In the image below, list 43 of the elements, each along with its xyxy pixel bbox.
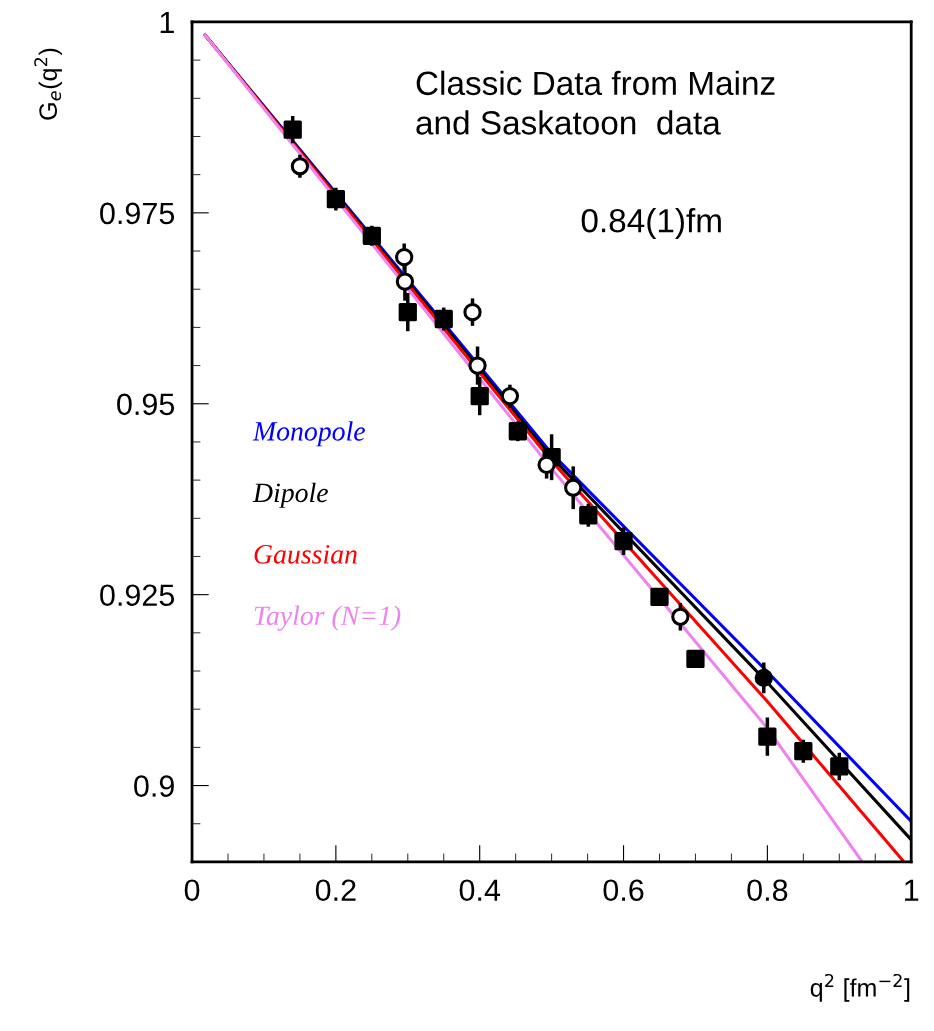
point	[686, 649, 705, 668]
point	[579, 506, 598, 525]
text: Taylor (N=1)	[254, 605, 401, 631]
point	[754, 668, 773, 688]
x-tick-label: 0.4	[459, 879, 501, 902]
point	[395, 272, 415, 291]
x-tick-label: 0.8	[747, 879, 788, 902]
x-axis-title: q$^{2}$ [fm$^{−2}$]	[810, 973, 910, 1002]
text: Gaussian	[254, 545, 357, 564]
point	[671, 607, 690, 626]
annotation: 0.84(1)fm	[581, 208, 721, 240]
y-tick-label: 0.9	[134, 775, 174, 797]
y-tick-label: 0.95	[117, 393, 175, 416]
point	[758, 727, 777, 746]
y-tick-label: 0.975	[100, 202, 175, 225]
annotation: Classic Data from Mainz and Saskatoon data	[416, 70, 775, 135]
point	[500, 386, 520, 406]
point	[470, 386, 489, 406]
y-axis-title: G$_{e}$(q$^{2}$)	[34, 48, 62, 120]
point	[434, 309, 453, 329]
point	[468, 356, 487, 375]
point	[362, 226, 381, 245]
point	[508, 422, 527, 441]
point	[650, 587, 669, 607]
y-tick-label: 0.925	[100, 584, 175, 607]
x-tick-label: 0	[184, 879, 200, 902]
point	[794, 742, 813, 761]
x-tick-label: 0.2	[315, 879, 356, 902]
point	[395, 248, 414, 267]
point	[398, 302, 417, 322]
y-tick-label: 1	[160, 12, 174, 34]
point	[283, 120, 302, 139]
text: Dipole	[252, 482, 328, 508]
point	[290, 157, 310, 176]
point	[463, 302, 482, 322]
point	[614, 532, 633, 551]
point	[564, 478, 583, 497]
x-tick-label: 1	[905, 879, 919, 901]
point	[830, 757, 849, 776]
x-tick-label: 0.6	[603, 879, 644, 902]
text: Monopole	[252, 421, 365, 447]
point	[537, 455, 556, 474]
point	[326, 189, 345, 209]
